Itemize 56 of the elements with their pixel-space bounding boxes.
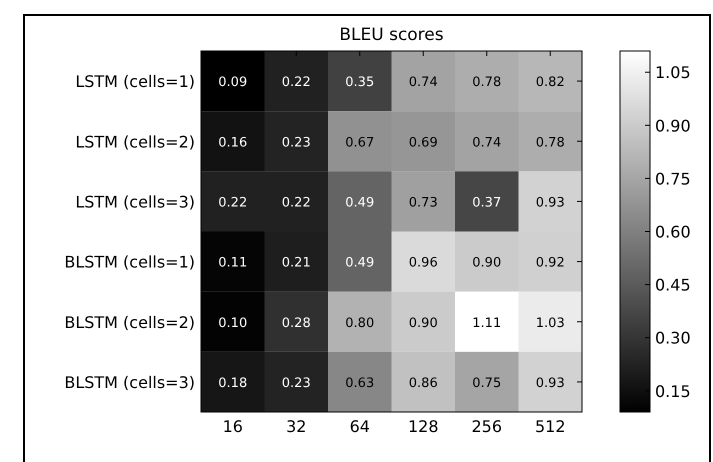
color-bar-label: 0.60 [655, 222, 691, 242]
y-tick-label: BLSTM (cells=3) [64, 372, 195, 392]
color-bar-label: 0.15 [655, 382, 691, 401]
x-tick-label: 64 [350, 417, 370, 436]
chart-title: BLEU scores [339, 25, 444, 45]
data-label: 0.11 [218, 256, 248, 271]
data-label: 0.69 [408, 135, 438, 150]
data-label: 0.23 [282, 376, 311, 391]
data-label: 0.96 [408, 256, 438, 271]
color-bar-label: 0.75 [655, 169, 691, 188]
x-tick-label: 512 [534, 417, 566, 436]
color-bar-label: 1.05 [655, 63, 691, 82]
data-label: 1.03 [536, 316, 565, 331]
data-label: 0.93 [536, 195, 565, 210]
data-label: 0.28 [282, 316, 311, 331]
data-label: 0.18 [218, 376, 248, 391]
data-label: 0.90 [408, 316, 438, 331]
x-tick-label: 256 [471, 417, 502, 436]
data-label: 0.22 [282, 75, 311, 90]
y-tick-label: BLSTM (cells=1) [64, 252, 195, 272]
color-bar-label: 0.90 [655, 116, 691, 136]
data-label: 0.80 [345, 316, 374, 331]
data-label: 0.23 [282, 135, 311, 150]
data-label: 0.49 [345, 256, 374, 271]
data-label: 0.93 [536, 376, 565, 391]
x-tick-label: 32 [286, 417, 306, 436]
data-label: 0.49 [345, 195, 374, 210]
data-label: 0.37 [472, 195, 502, 210]
y-tick-label: BLSTM (cells=2) [64, 312, 195, 332]
data-label: 0.22 [218, 195, 248, 210]
y-tick-label: LSTM (cells=1) [75, 72, 195, 92]
color-bar-label: 0.45 [655, 276, 691, 295]
data-label: 0.75 [472, 376, 502, 391]
y-tick-label: LSTM (cells=2) [75, 132, 195, 152]
data-label: 0.74 [472, 135, 502, 150]
x-tick-label: 16 [222, 417, 243, 436]
y-tick-label: LSTM (cells=3) [75, 192, 195, 212]
data-label: 0.63 [345, 376, 374, 391]
data-label: 0.73 [408, 195, 438, 210]
data-label: 0.90 [472, 256, 502, 271]
data-label: 0.86 [408, 376, 438, 391]
data-label: 0.92 [536, 256, 565, 271]
data-label: 0.67 [345, 135, 374, 150]
data-label: 0.22 [282, 195, 311, 210]
data-label: 0.10 [218, 316, 248, 331]
data-label: 0.78 [472, 75, 502, 90]
data-label: 0.82 [536, 75, 565, 90]
data-label: 1.11 [472, 316, 502, 331]
data-label: 0.74 [408, 75, 438, 90]
x-tick-label: 128 [408, 417, 439, 436]
data-label: 0.78 [536, 135, 565, 150]
color-bar-label: 0.30 [655, 328, 691, 348]
data-label: 0.35 [345, 75, 374, 90]
data-label: 0.21 [282, 256, 311, 271]
data-label: 0.16 [218, 135, 248, 150]
data-label: 0.09 [218, 75, 248, 90]
